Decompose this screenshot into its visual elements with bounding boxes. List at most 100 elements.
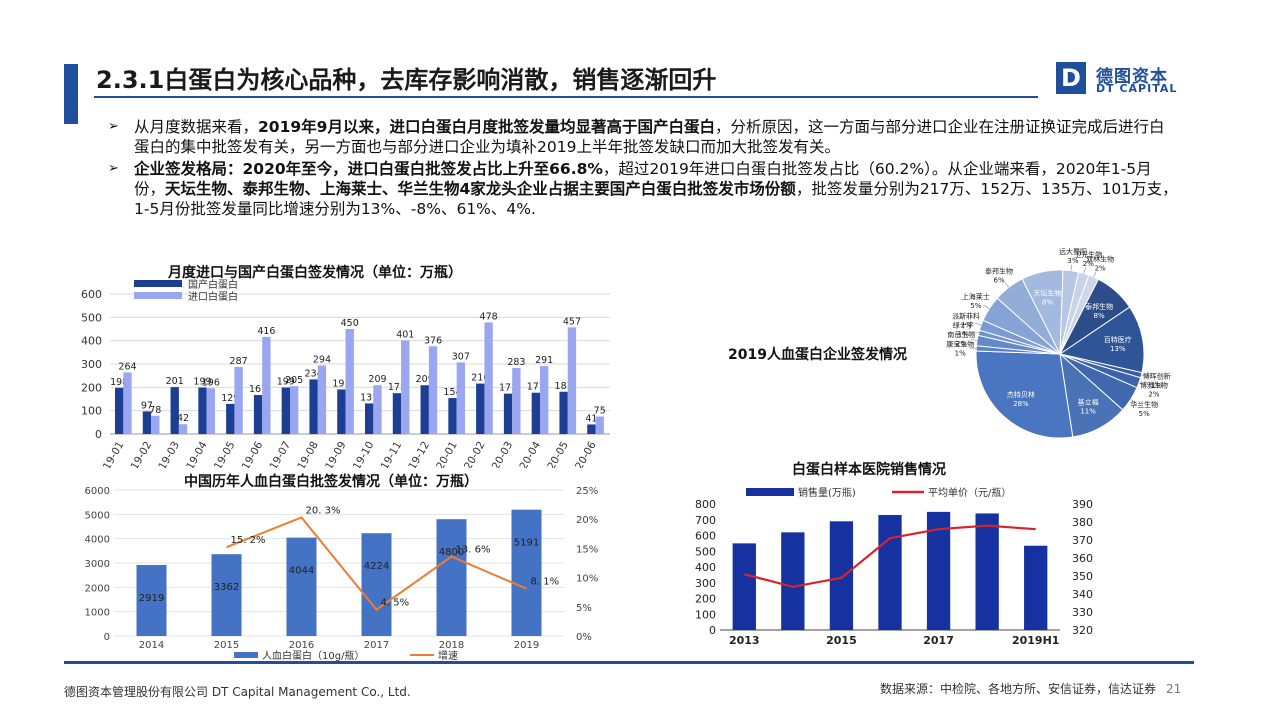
bar bbox=[392, 393, 402, 434]
data-label: 2919 bbox=[139, 593, 164, 604]
data-label: 78 bbox=[149, 405, 161, 416]
slice-percent: 2% bbox=[1095, 264, 1106, 272]
bullet-item: ➢ 从月度数据来看，2019年9月以来，进口白蛋白月度批签发量均显著高于国产白蛋… bbox=[108, 117, 1178, 157]
bar bbox=[361, 533, 392, 636]
bar bbox=[1024, 545, 1048, 630]
page-number: 21 bbox=[1166, 682, 1182, 696]
slice-label: 双林生物 bbox=[1086, 254, 1114, 263]
bar bbox=[345, 329, 354, 434]
legend-swatch bbox=[134, 280, 182, 287]
y-tick-label: 500 bbox=[695, 545, 716, 558]
leader-line bbox=[1004, 282, 1010, 288]
y2-tick-label: 5% bbox=[576, 603, 592, 614]
slice-percent: 11% bbox=[1080, 408, 1096, 416]
data-label: 4044 bbox=[289, 566, 314, 577]
bar bbox=[234, 367, 243, 434]
growth-line bbox=[226, 516, 527, 612]
data-label: 209 bbox=[416, 374, 434, 385]
x-tick-label: 19-05 bbox=[212, 440, 238, 469]
x-tick-label: 19-02 bbox=[129, 440, 155, 469]
data-label: 199 bbox=[277, 377, 295, 388]
data-label: 199 bbox=[193, 377, 211, 388]
x-tick-label: 19-03 bbox=[156, 440, 182, 469]
bullet-bold-text: 天坛生物、泰邦生物、上海莱士、华兰生物4家龙头企业占据主要国产白蛋白批签发市场份… bbox=[165, 180, 796, 198]
y2-tick-label: 380 bbox=[1072, 516, 1093, 529]
y2-tick-label: 10% bbox=[576, 574, 598, 585]
legend-label: 国产白蛋白 bbox=[188, 278, 238, 291]
slice-percent: 2% bbox=[961, 322, 972, 330]
leader-line bbox=[1083, 267, 1086, 274]
company-pie-chart: 双林生物2%泰邦生物8%百特医疗13%博晖创新1%博雅生物2%华兰生物5%基立福… bbox=[946, 248, 1171, 439]
slice-label: 远大蜀阳 bbox=[1059, 248, 1087, 256]
legend-label: 平均单价（元/瓶） bbox=[928, 486, 1011, 499]
annual-combo-chart: 0 1000 2000 3000 4000 5000 6000 0% 5% 10% 15% 20% 25… bbox=[85, 486, 599, 662]
growth-label: 15. 2% bbox=[231, 535, 266, 546]
legend-label: 增速 bbox=[438, 649, 458, 662]
bullet-list: ➢ 从月度数据来看，2019年9月以来，进口白蛋白月度批签发量均显著高于国产白蛋… bbox=[108, 117, 1178, 221]
bullet-text: ，超过2019年进口白蛋白批签发占比（60.2%）。从企业端来看，2020年1-… bbox=[134, 160, 1152, 198]
price-line bbox=[744, 524, 1036, 588]
y-tick-label: 200 bbox=[695, 593, 716, 606]
x-tick-label: 19-04 bbox=[184, 439, 210, 468]
x-tick-label: 20-04 bbox=[518, 439, 544, 468]
data-label: 3362 bbox=[214, 582, 239, 593]
growth-label: 4. 5% bbox=[381, 598, 410, 609]
y-tick-label: 2000 bbox=[85, 583, 110, 594]
bullet-text: ，分析原因，这一方面与部分进口企业在注册证换证完成后进行白蛋白的集中批签发有关，… bbox=[134, 118, 1165, 156]
leader-line bbox=[971, 339, 978, 341]
data-label: 209 bbox=[368, 374, 386, 385]
slice-percent: 5% bbox=[1139, 410, 1150, 418]
data-label: 234 bbox=[305, 368, 323, 379]
data-label: 5191 bbox=[514, 538, 539, 549]
legend-label: 销售量(万瓶) bbox=[798, 486, 856, 499]
data-label: 376 bbox=[424, 335, 442, 346]
bar bbox=[781, 532, 805, 630]
data-label: 97 bbox=[141, 400, 153, 411]
slice-percent: 1% bbox=[1151, 381, 1162, 389]
y-tick-label: 3000 bbox=[85, 559, 110, 570]
footer-divider bbox=[64, 661, 1194, 664]
bullet-arrow-icon: ➢ bbox=[108, 119, 119, 134]
bar bbox=[512, 367, 521, 434]
slice-percent: 3% bbox=[1067, 257, 1078, 265]
slice-label: 绿十字 bbox=[953, 321, 974, 330]
page-title: 2.3.1白蛋白为核心品种，去库存影响消散，销售逐渐回升 bbox=[96, 66, 717, 94]
bar bbox=[290, 386, 299, 434]
bullet-bold-text: 2019年9月以来，进口白蛋白月度批签发量均显著高于国产白蛋白 bbox=[258, 118, 715, 136]
slice-percent: 8% bbox=[1042, 299, 1053, 307]
slice-label: 泰邦生物 bbox=[1085, 302, 1113, 311]
leader-line bbox=[972, 330, 979, 334]
bar bbox=[365, 403, 374, 434]
data-label: 167 bbox=[249, 384, 267, 395]
legend-swatch bbox=[746, 488, 794, 496]
data-label: 196 bbox=[202, 377, 220, 388]
y-tick-label: 700 bbox=[695, 514, 716, 527]
slice-percent: 13% bbox=[1110, 345, 1126, 353]
x-tick-label: 20-02 bbox=[462, 440, 488, 469]
bar bbox=[401, 340, 410, 434]
bullet-text: 从月度数据来看， bbox=[134, 118, 259, 136]
slice-label: 泰邦生物 bbox=[985, 267, 1013, 276]
slice-label: 康宝生物 bbox=[946, 339, 974, 348]
footer-company: 德图资本管理股份有限公司 DT Capital Management Co., … bbox=[64, 685, 411, 699]
x-tick-label: 19-09 bbox=[323, 440, 349, 469]
bar bbox=[170, 387, 179, 434]
slice-percent: 8% bbox=[1094, 312, 1105, 320]
slice-percent: 1% bbox=[955, 349, 966, 357]
bullet-bold-text: 企业签发格局：2020年至今，进口白蛋白批签发占比上升至66.8% bbox=[134, 160, 603, 178]
data-label: 191 bbox=[332, 378, 350, 389]
x-tick-label: 2016 bbox=[289, 640, 314, 651]
slice-label: 博雅生物 bbox=[1140, 380, 1168, 389]
slice-percent: 5% bbox=[970, 302, 981, 310]
y2-tick-label: 340 bbox=[1072, 588, 1093, 601]
data-source: 数据来源：中检院、各地方所、安信证券，信达证券 bbox=[880, 682, 1157, 696]
leader-line bbox=[1141, 374, 1148, 378]
y-tick-label: 600 bbox=[81, 288, 102, 301]
annual-chart-title: 中国历年人血白蛋白批签发情况（单位：万瓶） bbox=[184, 474, 478, 490]
x-tick-label: 19-07 bbox=[268, 440, 294, 469]
leader-line bbox=[1070, 264, 1072, 271]
slice-percent: 1% bbox=[958, 331, 969, 339]
y-tick-label: 0 bbox=[95, 428, 102, 441]
data-label: 131 bbox=[360, 392, 378, 403]
